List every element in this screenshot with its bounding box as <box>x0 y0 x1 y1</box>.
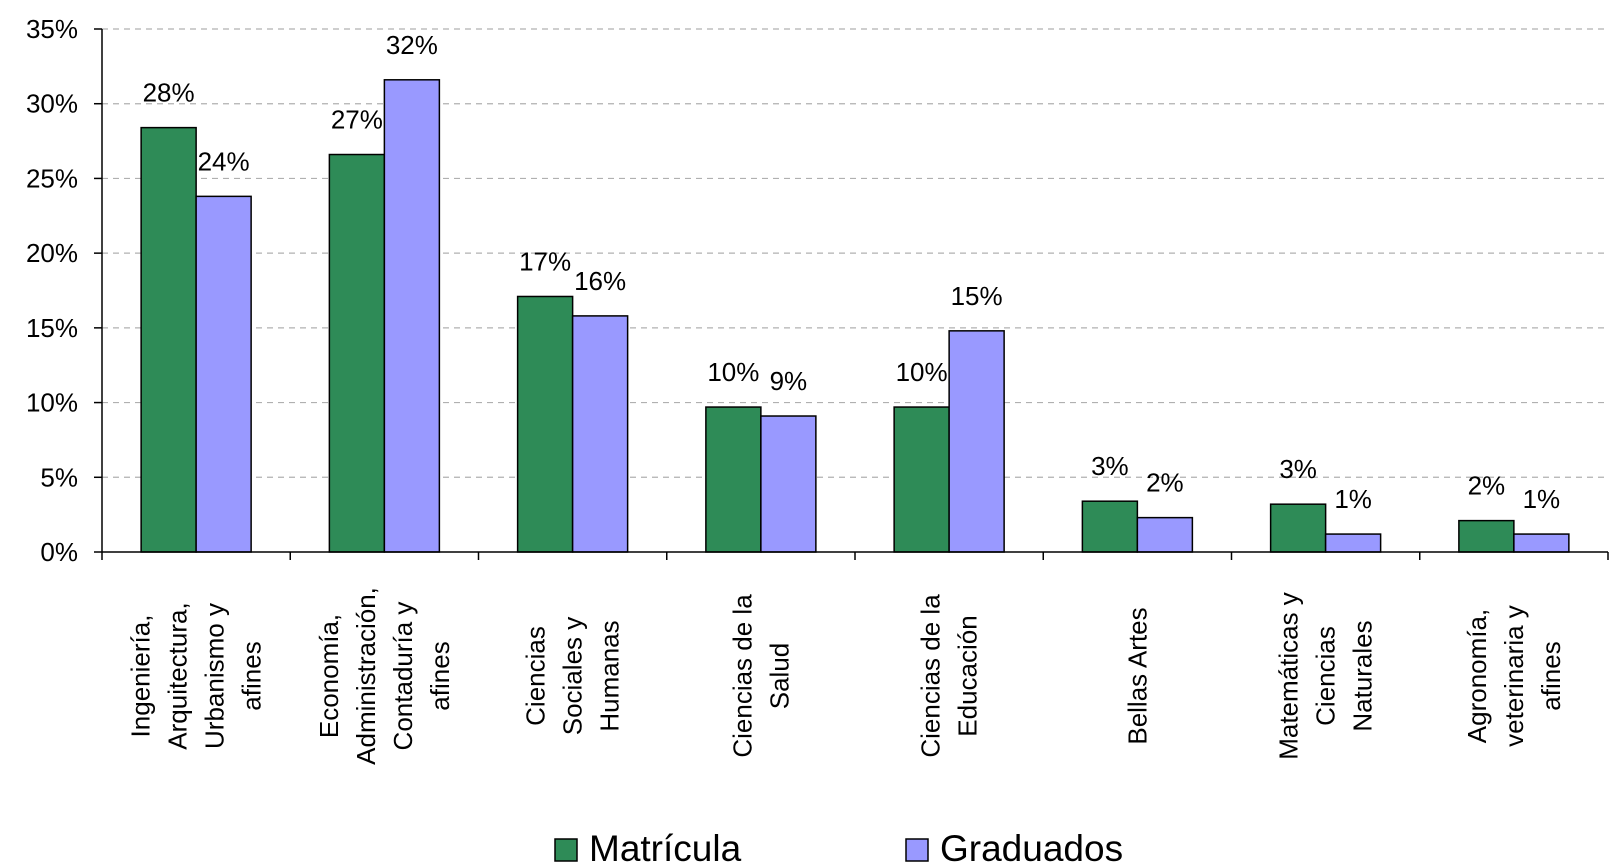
x-category-label: Ciencias Sociales y Humanas <box>521 617 625 736</box>
data-label: 15% <box>951 281 1003 311</box>
data-label: 2% <box>1146 468 1184 498</box>
data-label: 1% <box>1523 484 1561 514</box>
x-category-label: Ciencias de la Educación <box>916 594 983 758</box>
y-tick-label: 10% <box>26 388 78 418</box>
legend-label-matricula: Matrícula <box>589 828 742 868</box>
bar-graduados <box>1136 516 1194 553</box>
data-label: 16% <box>574 266 626 296</box>
bar-graduados <box>760 415 817 553</box>
bar-matricula <box>705 406 762 553</box>
gridlines <box>102 28 1608 478</box>
bar-matricula <box>140 126 197 553</box>
bar-graduados <box>1324 533 1382 553</box>
y-tick-label: 0% <box>40 537 78 567</box>
data-label: 28% <box>143 78 195 108</box>
y-tick-label: 30% <box>26 89 78 119</box>
x-axis: Ingeniería, Arquitectura, Urbanismo y afine… <box>101 551 1609 765</box>
x-category-label: Ciencias de la Salud <box>727 594 794 758</box>
bar-matricula <box>1081 500 1139 553</box>
bars: 28% 24% 27% 32% 17%16% 10% 9% 10% 15% 3% 2% 3% 1% 2% 1… <box>140 30 1570 553</box>
x-category-label: Ingeniería, Arquitectura, Urbanismo y afine… <box>126 602 267 749</box>
data-label: 2% <box>1468 471 1506 501</box>
bar-matricula <box>893 406 950 553</box>
data-label: 24% <box>198 146 250 176</box>
y-tick-label: 25% <box>26 163 78 193</box>
data-label: 10% <box>896 357 948 387</box>
legend-swatch-graduados <box>905 838 929 862</box>
y-tick-label: 35% <box>26 14 78 44</box>
data-label: 32% <box>386 30 438 60</box>
x-category-label: Bellas Artes <box>1122 607 1152 744</box>
y-axis: 0% 5% 10% 15% 20% 25% 30% 35% <box>26 14 103 567</box>
bar-matricula <box>1458 519 1515 553</box>
legend: Matrícula Graduados <box>554 828 1123 868</box>
bar-graduados <box>571 315 629 553</box>
data-label: 10% <box>707 357 759 387</box>
data-label: 1% <box>1334 484 1372 514</box>
y-tick-label: 20% <box>26 238 78 268</box>
bar-graduados <box>948 330 1005 553</box>
data-label: 3% <box>1091 451 1129 481</box>
bar-matricula <box>1269 503 1327 553</box>
bar-graduados <box>195 195 252 553</box>
x-category-label: Agronomía, veterinaria y afines <box>1462 605 1566 747</box>
legend-label-graduados: Graduados <box>940 828 1123 868</box>
bar-matricula <box>516 295 574 553</box>
bar-graduados <box>383 79 441 553</box>
bar-graduados <box>1513 533 1570 553</box>
bar-matricula <box>328 153 386 553</box>
data-label: 3% <box>1279 454 1317 484</box>
data-label: 9% <box>770 366 808 396</box>
data-label: 27% <box>331 105 383 135</box>
x-category-label: Matemáticas y Ciencias Naturales <box>1274 592 1378 760</box>
x-category-label: Economía, Administración, Contaduría y afin… <box>314 587 455 765</box>
y-tick-label: 15% <box>26 313 78 343</box>
legend-swatch-matricula <box>554 838 578 862</box>
y-tick-label: 5% <box>40 462 78 492</box>
data-label: 17% <box>519 246 571 276</box>
